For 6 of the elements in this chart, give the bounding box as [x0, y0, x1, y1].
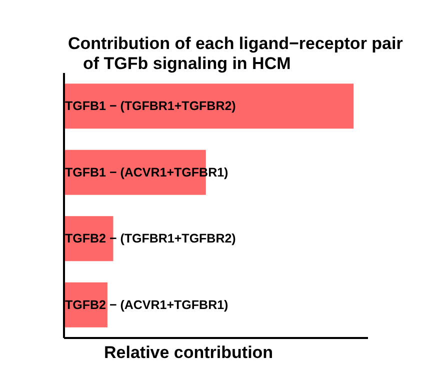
y-tick-label: TGFB2 − (ACVR1+TGFBR1)	[65, 298, 228, 312]
y-tick-label: TGFB2 − (TGFBR1+TGFBR2)	[65, 232, 236, 246]
bar	[64, 84, 354, 129]
y-tick-label: TGFB1 − (TGFBR1+TGFBR2)	[65, 99, 236, 114]
x-axis-title: Relative contribution	[104, 343, 274, 363]
chart-title: Contribution of each ligand−receptor pair of TGFb signaling in HCM	[67, 34, 404, 74]
